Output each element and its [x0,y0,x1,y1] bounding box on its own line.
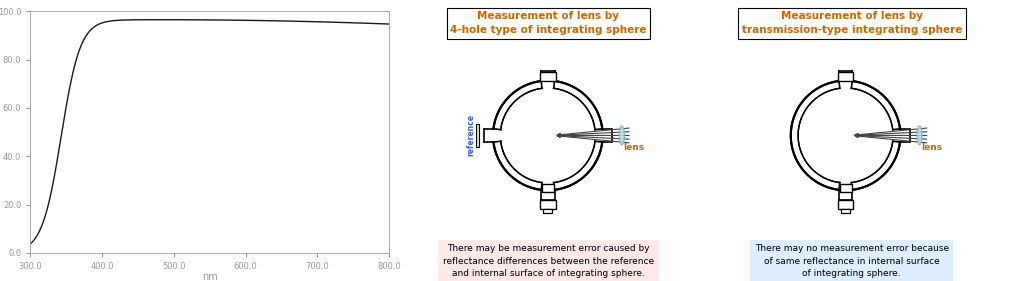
Ellipse shape [620,126,625,145]
Text: lens: lens [921,143,942,152]
Bar [540,72,556,81]
Bar [544,209,552,212]
Polygon shape [851,81,900,130]
Bar [839,184,851,192]
Polygon shape [493,141,542,190]
Polygon shape [554,141,603,190]
Text: lens: lens [624,143,644,152]
Bar [476,124,479,147]
Bar [540,200,556,209]
Polygon shape [851,141,900,190]
Polygon shape [554,81,603,130]
Text: There may no measurement error because
of same reflectance in internal surface
o: There may no measurement error because o… [754,244,949,278]
Bar [542,184,554,192]
Ellipse shape [917,126,922,145]
Bar [838,200,853,209]
Polygon shape [791,81,840,190]
Bar [841,209,850,212]
Text: reference: reference [466,114,475,157]
Text: Measurement of lens by
transmission-type integrating sphere: Measurement of lens by transmission-type… [742,11,961,35]
X-axis label: nm: nm [202,272,217,281]
Text: There may be measurement error caused by
reflectance differences between the ref: There may be measurement error caused by… [443,244,654,278]
Polygon shape [493,81,542,130]
Text: Measurement of lens by
4-hole type of integrating sphere: Measurement of lens by 4-hole type of in… [450,11,647,35]
Bar [838,72,853,81]
